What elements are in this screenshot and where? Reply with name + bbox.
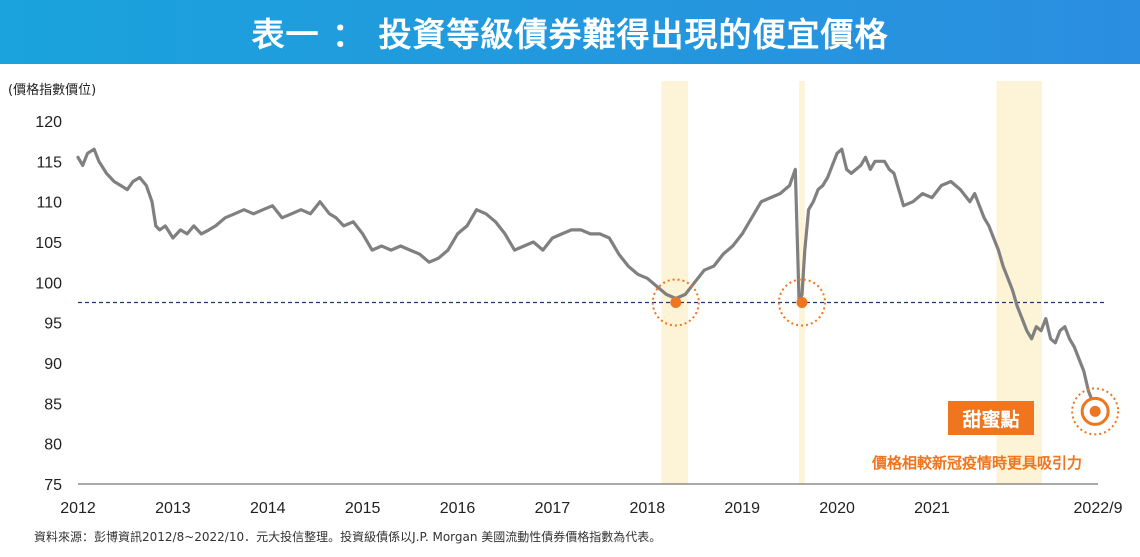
marker-dot — [670, 297, 682, 308]
marker-ring — [1071, 387, 1120, 436]
x-tick-label: 2013 — [155, 500, 191, 517]
x-tick-label: 2018 — [630, 500, 666, 517]
y-tick-label: 120 — [35, 114, 62, 131]
x-tick-label: 2019 — [724, 500, 760, 517]
x-tick-label: 2020 — [819, 500, 855, 517]
series-line-layer — [76, 147, 1097, 413]
axes: 120 115 110 105 100 95 90 85 80 75 2012 2013 2014 201… — [35, 114, 1122, 517]
x-tick-label: 2016 — [440, 500, 476, 517]
chart-title: 表一 ： 投資等級債券難得出現的便宜價格 — [251, 15, 889, 54]
sweet-spot-note: 價格相較新冠疫情時更具吸引力 — [872, 454, 1083, 472]
y-tick-label: 115 — [36, 154, 62, 171]
marker-dot — [1089, 405, 1101, 417]
sweet-spot-label: 甜蜜點 — [948, 401, 1034, 435]
y-tick-label: 75 — [44, 477, 62, 494]
x-tick-label: 2021 — [914, 500, 950, 517]
marker-ring — [777, 278, 826, 327]
y-tick-label: 100 — [35, 275, 62, 292]
x-tick-label: 2015 — [345, 500, 381, 517]
x-tick-label: 2014 — [250, 500, 286, 517]
marker-dot — [796, 297, 808, 308]
source-note: 資料來源：彭博資訊2012/8~2022/10．元大投信整理。投資級債係以J.P… — [34, 530, 662, 544]
y-tick-label: 105 — [35, 235, 62, 252]
series-line — [76, 147, 1097, 413]
title-banner: 表一 ： 投資等級債券難得出現的便宜價格 — [0, 0, 1140, 64]
x-tick-label: 2017 — [535, 500, 571, 517]
y-tick-label: 85 — [44, 396, 62, 413]
y-tick-label: 110 — [36, 195, 62, 212]
y-tick-label: 80 — [44, 437, 62, 454]
y-tick-label: 90 — [44, 356, 62, 373]
highlight-band — [661, 81, 689, 484]
y-tick-label: 95 — [44, 316, 62, 333]
markers — [651, 278, 1120, 436]
x-tick-label: 2012 — [60, 500, 96, 517]
marker-ring — [651, 278, 700, 327]
x-tick-label: 2022/9 — [1074, 500, 1123, 517]
y-axis-unit-label: (價格指數價位) — [8, 83, 97, 98]
